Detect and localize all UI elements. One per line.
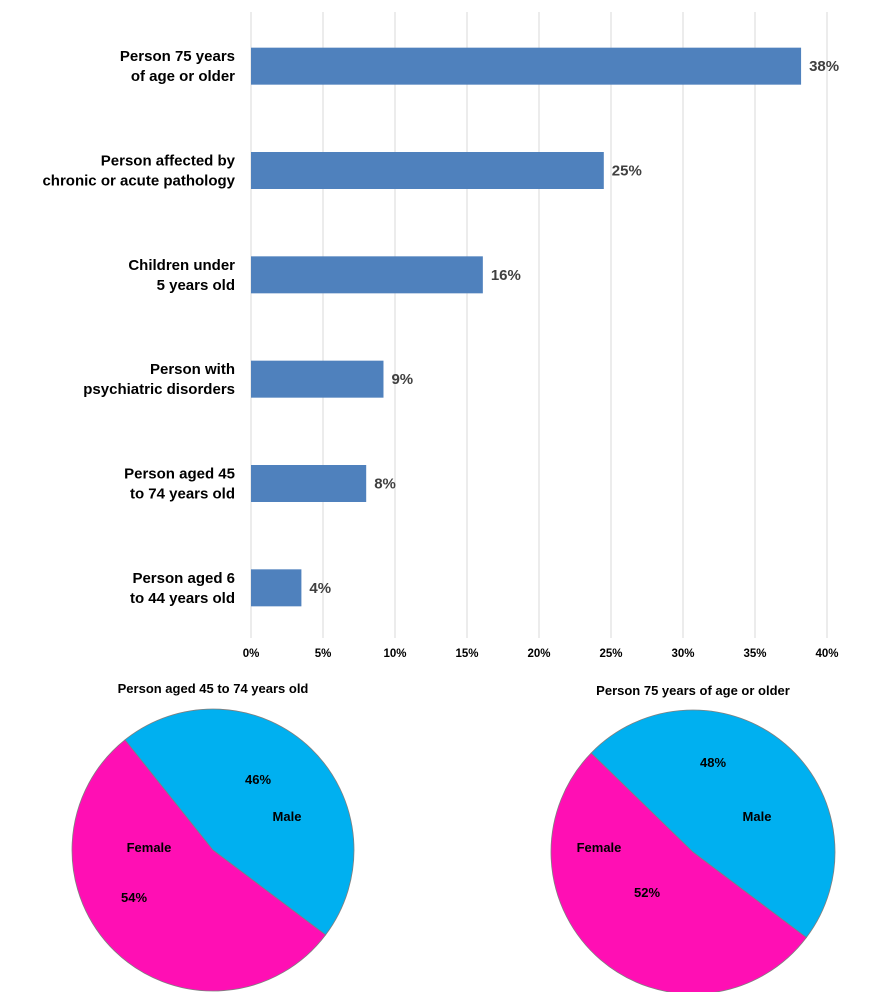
category-label-line: Person affected by <box>101 153 236 170</box>
x-tick-label: 30% <box>671 648 694 660</box>
category-label: Children under 5 years old <box>128 257 235 294</box>
category-label: Person 75 years of age or older <box>120 48 235 85</box>
pie-slice <box>124 708 355 936</box>
pie-slice <box>550 752 807 992</box>
category-label-line: to 44 years old <box>130 590 235 607</box>
category-label-line: 5 years old <box>157 277 235 294</box>
x-tick-label: 35% <box>743 648 766 660</box>
pie-title: Person 75 years of age or older <box>596 683 790 698</box>
x-tick-label: 25% <box>599 648 622 660</box>
pie-title: Person aged 45 to 74 years old <box>118 681 309 696</box>
category-label-line: of age or older <box>131 68 235 85</box>
x-tick-label: 40% <box>815 648 838 660</box>
bar <box>251 47 802 85</box>
data-label: 9% <box>391 371 413 388</box>
category-label-line: Person 75 years <box>120 48 235 65</box>
pie-chart-75-plus: Person 75 years of age or older 48% Male Fe… <box>550 683 836 992</box>
pie-slice <box>590 709 836 939</box>
bar <box>251 569 302 607</box>
slice-name-label: Male <box>743 809 772 824</box>
x-tick-label: 5% <box>315 648 332 660</box>
category-label-line: Children under <box>128 257 235 274</box>
data-label: 8% <box>374 476 396 493</box>
pie-chart-aged-45-74: Person aged 45 to 74 years old 46% Male Fem… <box>71 681 355 992</box>
bar <box>251 360 384 398</box>
bar <box>251 256 483 294</box>
data-label: 25% <box>612 163 642 180</box>
slice-percent-label: 54% <box>121 890 147 905</box>
category-label-line: psychiatric disorders <box>83 381 235 398</box>
data-label: 38% <box>809 58 839 75</box>
category-label-line: chronic or acute pathology <box>42 173 235 190</box>
category-label: Person with psychiatric disorders <box>83 361 235 398</box>
bar <box>251 152 604 189</box>
x-tick-label: 10% <box>383 648 406 660</box>
category-label-line: Person aged 6 <box>132 570 235 587</box>
slice-name-label: Female <box>577 840 622 855</box>
bar <box>251 465 367 502</box>
category-label-line: to 74 years old <box>130 486 235 503</box>
category-label: Person aged 45 to 74 years old <box>124 466 235 503</box>
data-label: 16% <box>491 267 521 284</box>
category-label: Person affected by chronic or acute patho… <box>42 153 235 190</box>
x-tick-label: 0% <box>243 648 260 660</box>
slice-percent-label: 46% <box>245 772 271 787</box>
data-label: 4% <box>309 580 331 597</box>
x-tick-label: 15% <box>455 648 478 660</box>
slice-name-label: Female <box>127 840 172 855</box>
category-label-line: Person aged 45 <box>124 466 235 483</box>
bar-chart: 0% 5% 10% 15% 20% 25% 30% 35% 40% 38% Person 75 ye… <box>42 12 839 660</box>
slice-percent-label: 48% <box>700 755 726 770</box>
category-label: Person aged 6 to 44 years old <box>130 570 235 607</box>
slice-name-label: Male <box>273 809 302 824</box>
category-label-line: Person with <box>150 361 235 378</box>
slice-percent-label: 52% <box>634 885 660 900</box>
x-tick-label: 20% <box>527 648 550 660</box>
pie-slice <box>71 739 327 992</box>
